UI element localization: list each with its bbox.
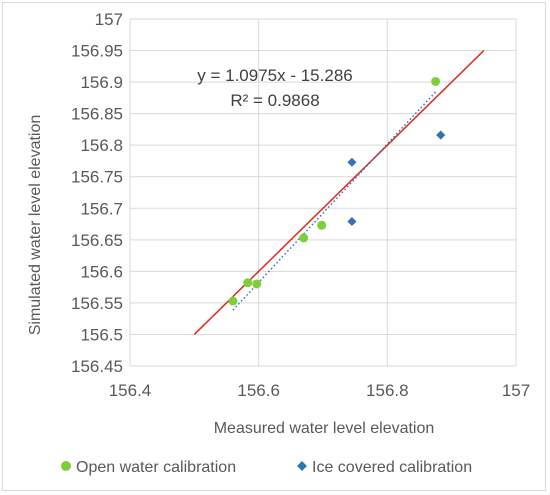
point-open-water	[228, 296, 238, 306]
y-tick-label: 157	[95, 10, 123, 29]
x-axis-title: Measured water level elevation	[214, 420, 435, 437]
x-tick-label: 156.6	[237, 381, 280, 400]
point-open-water	[243, 278, 253, 288]
y-axis-tick-labels: 156.45 156.5 156.55 156.6 156.65 156.7 156.75 1…	[71, 10, 123, 376]
y-axis-title: Simulated water level elevation	[27, 115, 44, 336]
y-tick-label: 156.9	[80, 73, 123, 92]
y-tick-label: 156.55	[71, 294, 123, 313]
y-tick-label: 156.45	[71, 357, 123, 376]
trendline-equation: y = 1.0975x - 15.286	[197, 66, 352, 85]
legend: Open water calibration Ice covered calib…	[61, 459, 472, 476]
chart-frame	[2, 2, 546, 491]
point-open-water	[252, 279, 262, 289]
legend-label-ice-covered: Ice covered calibration	[312, 459, 472, 476]
r-squared-label: R² = 0.9868	[230, 91, 319, 110]
one-to-one-line	[193, 50, 485, 335]
y-tick-label: 156.7	[80, 199, 123, 218]
point-ice-covered	[347, 216, 357, 227]
x-axis-tick-labels: 156.4 156.6 156.8 157	[109, 381, 530, 400]
y-tick-label: 156.5	[80, 325, 123, 344]
point-ice-covered	[347, 157, 357, 167]
y-tick-label: 156.6	[80, 262, 123, 281]
trendline	[232, 91, 437, 311]
x-tick-label: 156.8	[366, 381, 409, 400]
x-tick-label: 157	[502, 381, 530, 400]
point-open-water	[299, 233, 309, 243]
legend-marker-ice-covered	[297, 461, 307, 471]
y-tick-label: 156.8	[80, 136, 123, 155]
point-ice-covered	[436, 130, 446, 140]
y-tick-label: 156.85	[71, 105, 123, 124]
x-tick-label: 156.4	[109, 381, 152, 400]
point-open-water	[431, 76, 441, 86]
reference-lines	[193, 50, 485, 335]
legend-label-open-water: Open water calibration	[76, 459, 236, 476]
y-tick-label: 156.75	[71, 168, 123, 187]
y-tick-label: 156.65	[71, 231, 123, 250]
y-tick-label: 156.95	[71, 42, 123, 61]
legend-marker-open-water	[61, 461, 71, 471]
point-open-water	[317, 220, 327, 230]
